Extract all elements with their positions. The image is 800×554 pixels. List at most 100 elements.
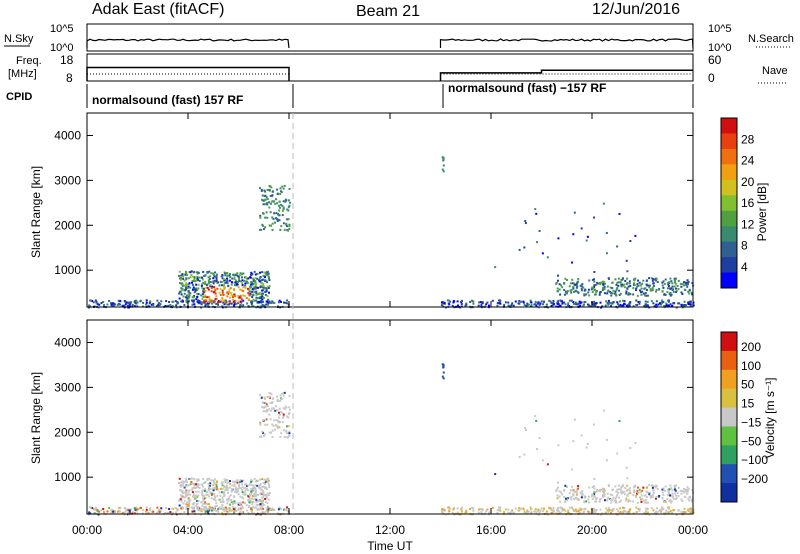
power-cell bbox=[129, 301, 132, 304]
velocity-cell bbox=[593, 477, 596, 480]
power-cell bbox=[267, 287, 270, 290]
velocity-cell bbox=[213, 493, 216, 496]
power-cell bbox=[610, 301, 613, 304]
velocity-cell bbox=[523, 508, 526, 511]
power-cell bbox=[560, 284, 563, 287]
velocity-cell bbox=[212, 479, 215, 482]
velocity-cell bbox=[187, 504, 190, 507]
power-cell bbox=[265, 281, 268, 284]
velocity-cell bbox=[508, 512, 511, 515]
velocity-cell bbox=[651, 493, 654, 496]
power-cell bbox=[281, 204, 284, 207]
velocity-cell bbox=[249, 499, 252, 502]
velocity-cell bbox=[556, 508, 559, 511]
velocity-cell bbox=[248, 497, 251, 500]
velocity-cell bbox=[625, 497, 628, 500]
velocity-cell bbox=[563, 495, 566, 498]
power-cell bbox=[241, 282, 244, 285]
velocity-cell bbox=[279, 399, 282, 402]
power-cell bbox=[545, 303, 548, 306]
power-cell bbox=[219, 280, 222, 283]
velocity-cell bbox=[260, 503, 263, 506]
power-cell bbox=[124, 303, 127, 306]
power-cell bbox=[180, 289, 183, 292]
velocity-cell bbox=[614, 485, 617, 488]
velocity-cell bbox=[255, 489, 258, 492]
power-colorbar-swatch bbox=[721, 272, 737, 289]
velocity-cell bbox=[103, 511, 106, 514]
velocity-cell bbox=[442, 371, 445, 374]
velocity-cell bbox=[618, 512, 621, 515]
velocity-cell bbox=[136, 512, 139, 515]
velocity-cell bbox=[634, 441, 637, 444]
velocity-cell bbox=[448, 510, 451, 513]
velocity-cell bbox=[89, 506, 92, 509]
power-cell bbox=[288, 201, 291, 204]
power-cell bbox=[264, 199, 267, 202]
power-cell bbox=[660, 303, 663, 306]
velocity-cell bbox=[692, 511, 695, 514]
velocity-cell bbox=[220, 491, 223, 494]
velocity-cell bbox=[110, 509, 113, 512]
power-cell bbox=[242, 299, 245, 302]
power-cell bbox=[229, 272, 232, 275]
power-cell bbox=[686, 281, 689, 284]
velocity-cell bbox=[187, 490, 190, 493]
velocity-cell bbox=[663, 512, 666, 515]
power-cell bbox=[190, 274, 193, 277]
power-cell bbox=[674, 282, 677, 285]
power-cell bbox=[661, 284, 664, 287]
velocity-cell bbox=[280, 398, 283, 401]
velocity-cell bbox=[612, 496, 615, 499]
velocity-cell bbox=[266, 395, 269, 398]
power-cell bbox=[220, 284, 223, 287]
power-cell bbox=[165, 300, 168, 303]
velocity-cell bbox=[102, 507, 105, 510]
velocity-cell bbox=[648, 493, 651, 496]
velocity-cell bbox=[259, 482, 262, 485]
power-cell bbox=[627, 292, 630, 295]
power-cell bbox=[615, 283, 618, 286]
power-cell bbox=[215, 280, 218, 283]
velocity-cell bbox=[262, 490, 265, 493]
xtick-label: 16:00 bbox=[476, 523, 506, 537]
power-cell bbox=[577, 303, 580, 306]
power-cell bbox=[680, 303, 683, 306]
power-cell bbox=[254, 273, 257, 276]
velocity-cell bbox=[539, 509, 542, 512]
velocity-cell bbox=[283, 508, 286, 511]
power-cell bbox=[480, 303, 483, 306]
velocity-cell bbox=[228, 497, 231, 500]
velocity-cell bbox=[214, 478, 217, 481]
velocity-cell bbox=[223, 486, 226, 489]
velocity-cell bbox=[204, 488, 207, 491]
velocity-colorbar-swatch bbox=[721, 332, 737, 352]
velocity-cell bbox=[276, 409, 279, 412]
velocity-cell bbox=[591, 510, 594, 513]
velocity-cell bbox=[621, 490, 624, 493]
velocity-cell bbox=[210, 479, 213, 482]
velocity-cell bbox=[190, 506, 193, 509]
velocity-cell bbox=[652, 509, 655, 512]
velocity-cell bbox=[199, 508, 202, 511]
velocity-cell bbox=[172, 507, 175, 510]
power-cell bbox=[687, 301, 690, 304]
velocity-cell bbox=[266, 480, 269, 483]
power-cell bbox=[168, 301, 171, 304]
power-cell bbox=[636, 285, 639, 288]
time-axis-label: Time UT bbox=[367, 539, 413, 553]
power-cell bbox=[518, 299, 521, 302]
power-cell bbox=[214, 289, 217, 292]
velocity-cell bbox=[269, 401, 272, 404]
power-cell bbox=[601, 305, 604, 308]
velocity-cell bbox=[262, 496, 265, 499]
power-cell bbox=[213, 290, 216, 293]
velocity-cell bbox=[265, 494, 268, 497]
velocity-cell bbox=[605, 459, 608, 462]
power-cell bbox=[645, 279, 648, 282]
velocity-cell bbox=[282, 429, 285, 432]
power-cell bbox=[283, 301, 286, 304]
power-cell bbox=[460, 300, 463, 303]
power-cell bbox=[157, 304, 160, 307]
power-cell bbox=[239, 303, 242, 306]
